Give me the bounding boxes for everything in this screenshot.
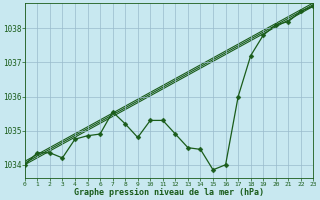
X-axis label: Graphe pression niveau de la mer (hPa): Graphe pression niveau de la mer (hPa) xyxy=(74,188,264,197)
